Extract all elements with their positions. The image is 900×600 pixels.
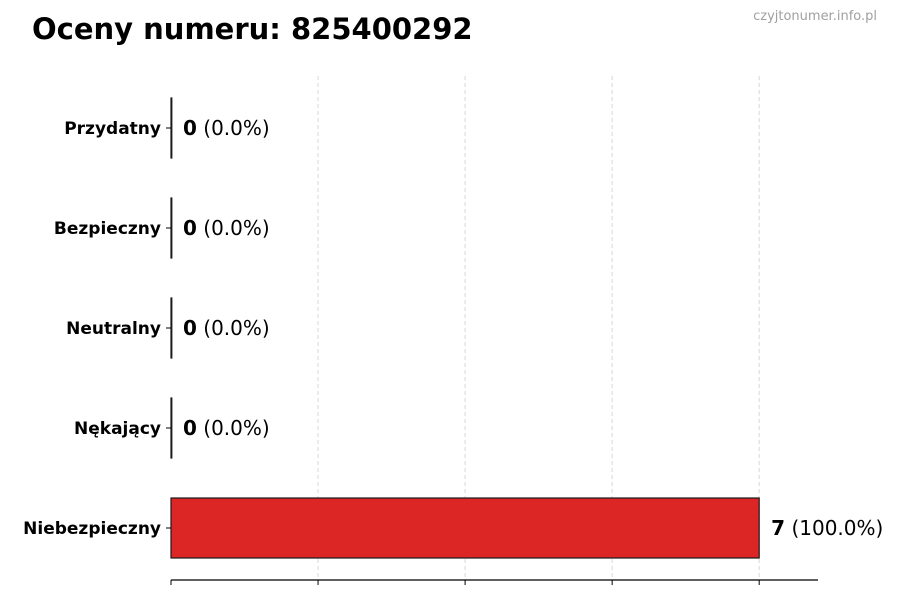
data-label-percent: (0.0%): [203, 216, 269, 240]
data-label: 0 (0.0%): [183, 216, 270, 240]
data-label-value: 0: [183, 216, 197, 240]
bar: [170, 197, 173, 259]
category-label: Niebezpieczny: [23, 519, 161, 539]
bar: [170, 97, 173, 159]
category-label: Bezpieczny: [54, 219, 161, 239]
bar: [170, 497, 760, 559]
data-label-percent: (0.0%): [203, 316, 269, 340]
chart-title: Oceny numeru: 825400292: [32, 12, 473, 46]
data-label: 0 (0.0%): [183, 416, 270, 440]
data-label-percent: (0.0%): [203, 116, 269, 140]
data-label-value: 0: [183, 316, 197, 340]
data-label-percent: (0.0%): [203, 416, 269, 440]
bar: [170, 397, 173, 459]
data-label: 0 (0.0%): [183, 316, 270, 340]
data-label-value: 7: [771, 516, 785, 540]
watermark: czyjtonumer.info.pl: [753, 9, 877, 24]
category-label: Neutralny: [66, 319, 161, 339]
data-label-value: 0: [183, 416, 197, 440]
data-label: 0 (0.0%): [183, 116, 270, 140]
data-label-percent: (100.0%): [791, 516, 883, 540]
category-label: Przydatny: [64, 119, 161, 139]
data-label: 7 (100.0%): [771, 516, 883, 540]
data-label-value: 0: [183, 116, 197, 140]
category-label: Nękający: [74, 419, 161, 439]
bar: [170, 297, 173, 359]
